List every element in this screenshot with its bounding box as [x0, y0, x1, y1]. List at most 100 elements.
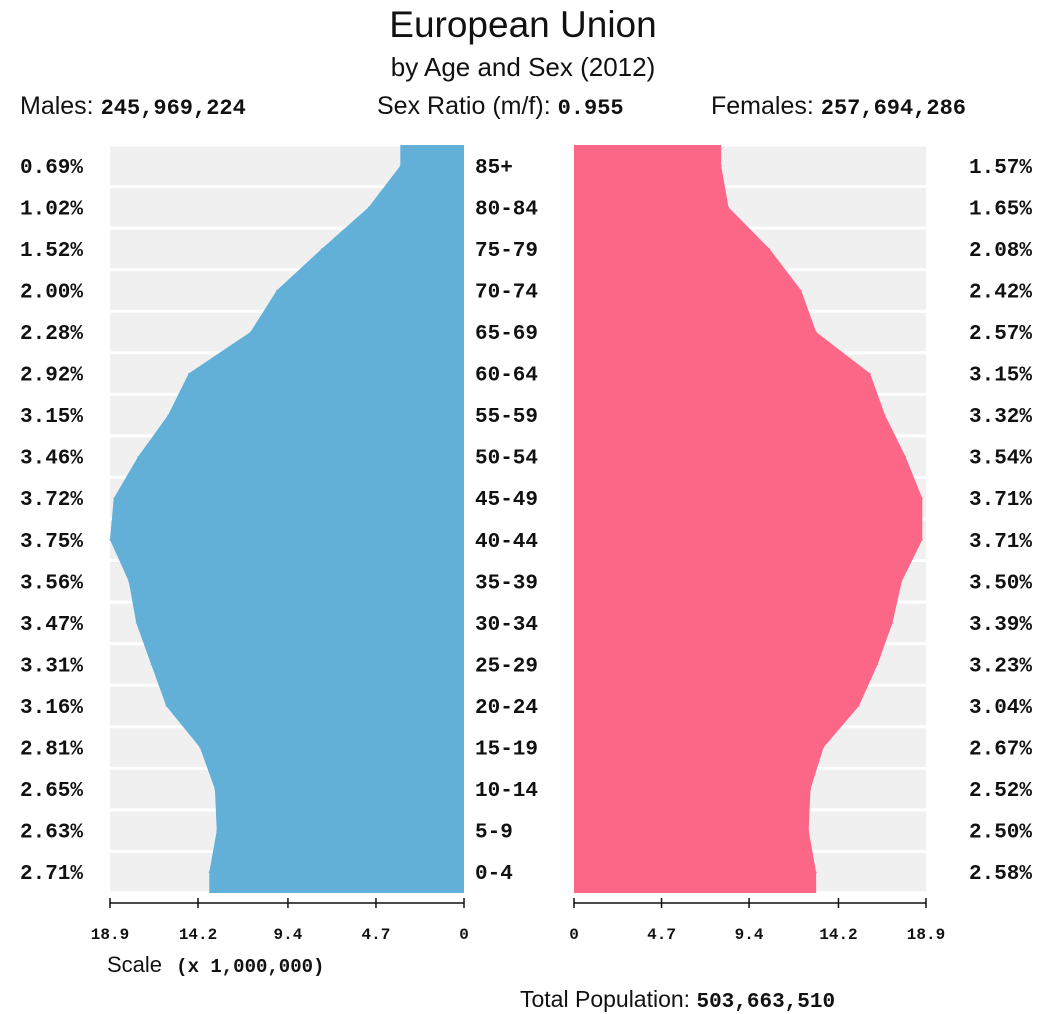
- male-tick-label: 14.2: [179, 926, 217, 944]
- male-percent-label: 1.52%: [20, 240, 83, 263]
- female-point-30-34: [891, 622, 894, 624]
- female-percent-label: 2.58%: [969, 863, 1032, 886]
- age-group-label: 5-9: [475, 822, 513, 845]
- female-point-55-59: [884, 414, 886, 416]
- males-value: 245,969,224: [100, 96, 246, 121]
- females-label: Females:: [711, 92, 814, 120]
- age-group-label: 75-79: [475, 240, 538, 263]
- female-percent-label: 2.67%: [969, 739, 1032, 762]
- male-percent-label: 2.81%: [20, 739, 83, 762]
- male-percent-label: 2.28%: [20, 323, 83, 346]
- age-group-label: 40-44: [475, 531, 538, 554]
- age-group-label: 30-34: [475, 614, 538, 637]
- age-group-label: 35-39: [475, 572, 538, 595]
- chart-title: European Union: [389, 4, 657, 45]
- age-group-label: 65-69: [475, 323, 538, 346]
- female-percent-label: 3.54%: [969, 448, 1032, 471]
- females-summary: Females: 257,694,286: [711, 92, 966, 121]
- female-percent-label: 2.57%: [969, 323, 1032, 346]
- age-group-label: 55-59: [475, 406, 538, 429]
- males-label: Males:: [20, 92, 94, 120]
- male-point-5-9: [216, 830, 218, 832]
- male-percent-label: 2.92%: [20, 365, 83, 388]
- female-point-35-39: [901, 580, 903, 582]
- female-percent-label: 2.52%: [969, 780, 1032, 803]
- male-point-70-74: [276, 289, 278, 292]
- male-percent-label: 2.00%: [20, 281, 83, 304]
- age-group-label: 45-49: [475, 489, 538, 512]
- male-point-25-29: [150, 663, 152, 666]
- female-point-80-84: [727, 206, 730, 208]
- age-group-label: 60-64: [475, 365, 538, 388]
- female-point-10-14: [809, 788, 812, 790]
- female-percent-label: 3.71%: [969, 531, 1032, 554]
- female-point-40-44: [921, 539, 923, 541]
- age-group-label: 15-19: [475, 739, 538, 762]
- female-point-85+: [720, 165, 722, 167]
- female-percent-label: 2.50%: [969, 822, 1032, 845]
- age-group-label: 85+: [475, 157, 513, 180]
- male-percent-label: 3.75%: [20, 531, 83, 554]
- age-group-label: 20-24: [475, 697, 538, 720]
- male-point-10-14: [214, 788, 216, 790]
- female-point-25-29: [876, 663, 879, 666]
- male-point-50-54: [137, 456, 139, 458]
- male-percent-label: 3.47%: [20, 614, 83, 637]
- male-point-75-79: [321, 248, 323, 250]
- male-point-45-49: [113, 497, 115, 499]
- females-area: [574, 145, 923, 893]
- female-percent-label: 3.15%: [969, 365, 1032, 388]
- female-point-60-64: [869, 372, 871, 375]
- male-percent-label: 3.46%: [20, 448, 83, 471]
- male-point-15-19: [199, 746, 201, 749]
- male-percent-label: 3.31%: [20, 655, 83, 678]
- male-percent-label: 3.16%: [20, 697, 83, 720]
- total-population-label: Total Population:: [520, 986, 691, 1012]
- total-population: Total Population: 503,663,510: [520, 986, 835, 1014]
- female-point-50-54: [904, 456, 907, 458]
- female-percent-label: 3.50%: [969, 572, 1032, 595]
- female-point-5-9: [808, 830, 810, 832]
- male-tick-label: 0: [459, 926, 469, 944]
- age-group-label: 0-4: [475, 863, 513, 886]
- male-tick-label: 9.4: [274, 926, 303, 944]
- male-percent-label: 2.63%: [20, 822, 83, 845]
- female-point-65-69: [815, 331, 817, 333]
- male-point-85+: [399, 165, 401, 167]
- female-point-20-24: [858, 705, 860, 707]
- scale-caption: Scale (x 1,000,000): [107, 952, 324, 978]
- male-percent-label: 1.02%: [20, 198, 83, 221]
- female-percent-label: 2.08%: [969, 240, 1032, 263]
- male-point-80-84: [367, 206, 370, 208]
- female-percent-label: 3.32%: [969, 406, 1032, 429]
- females-value: 257,694,286: [820, 96, 966, 121]
- male-point-0-4: [208, 871, 210, 873]
- female-point-75-79: [768, 248, 771, 250]
- sex-ratio-label: Sex Ratio (m/f):: [377, 92, 551, 120]
- male-percent-label: 3.72%: [20, 489, 83, 512]
- total-population-value: 503,663,510: [696, 991, 836, 1014]
- age-group-label: 25-29: [475, 655, 538, 678]
- male-point-65-69: [249, 331, 252, 333]
- male-point-35-39: [128, 580, 130, 582]
- male-point-60-64: [188, 372, 190, 375]
- age-group-label: 10-14: [475, 780, 538, 803]
- female-percent-label: 3.39%: [969, 614, 1032, 637]
- male-point-30-34: [135, 622, 137, 624]
- female-percent-label: 2.42%: [969, 281, 1032, 304]
- age-group-label: 50-54: [475, 448, 538, 471]
- scale-unit: (x 1,000,000): [176, 956, 325, 978]
- female-percent-label: 1.57%: [969, 157, 1032, 180]
- male-percent-label: 0.69%: [20, 157, 83, 180]
- males-area: [110, 145, 464, 893]
- female-percent-label: 3.23%: [969, 655, 1032, 678]
- female-percent-label: 3.71%: [969, 489, 1032, 512]
- sex-ratio-summary: Sex Ratio (m/f): 0.955: [377, 92, 624, 121]
- male-tick-label: 18.9: [91, 926, 129, 944]
- male-point-55-59: [167, 414, 169, 416]
- female-tick-label: 4.7: [647, 926, 676, 944]
- male-percent-label: 3.56%: [20, 572, 83, 595]
- female-tick-label: 9.4: [735, 926, 764, 944]
- male-point-20-24: [165, 705, 167, 707]
- chart-subtitle: by Age and Sex (2012): [390, 52, 656, 82]
